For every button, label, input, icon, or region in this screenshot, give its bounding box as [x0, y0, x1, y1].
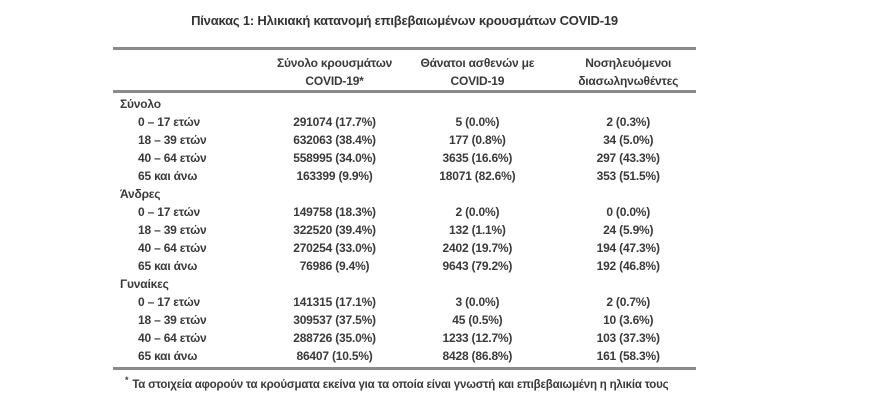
deaths-cell: 132 (1.1%) [449, 223, 506, 237]
intubated-cell: 161 (58.3%) [596, 349, 660, 363]
age-label-cell: 18 – 39 ετών [138, 223, 207, 237]
age-label-cell: 65 και άνω [138, 349, 198, 363]
cases-cell: 309537 (37.5%) [293, 313, 376, 327]
intubated-cell: 194 (47.3%) [596, 241, 660, 255]
cases-cell: 322520 (39.4%) [293, 223, 376, 237]
deaths-cell: 2 (0.0%) [455, 205, 500, 219]
header-deaths-line2: COVID-19 [450, 74, 505, 88]
cases-cell: 632063 (38.4%) [293, 133, 376, 147]
deaths-cell: 45 (0.5%) [452, 313, 503, 327]
deaths-cell: 3635 (16.6%) [442, 151, 513, 165]
table-row: 40 – 64 ετών 270254 (33.0%) 2402 (19.7%) 19… [113, 239, 696, 257]
table-row: 18 – 39 ετών 632063 (38.4%) 177 (0.8%) 34 (… [113, 131, 696, 149]
table-header-row: Σύνολο κρουσμάτων COVID-19* Θάνατοι ασθε… [113, 47, 696, 93]
age-label-cell: 65 και άνω [138, 169, 198, 183]
section-label: Άνδρες [120, 187, 161, 201]
header-empty-cell [113, 54, 259, 90]
header-intubated: Νοσηλευόμενοι διασωληνωθέντες [544, 54, 696, 90]
covid-age-distribution-table: Σύνολο κρουσμάτων COVID-19* Θάνατοι ασθε… [113, 47, 696, 370]
table-row: 40 – 64 ετών 558995 (34.0%) 3635 (16.6%) 29… [113, 149, 696, 167]
intubated-cell: 2 (0.3%) [606, 115, 651, 129]
deaths-cell: 3 (0.0%) [455, 295, 500, 309]
intubated-cell: 192 (46.8%) [596, 259, 660, 273]
table-row: 0 – 17 ετών 141315 (17.1%) 3 (0.0%) 2 (0.7%… [113, 293, 696, 311]
header-total-cases-line1: Σύνολο κρουσμάτων [276, 56, 393, 70]
age-label-cell: 0 – 17 ετών [138, 295, 201, 309]
deaths-cell: 9643 (79.2%) [442, 259, 513, 273]
table-row: 18 – 39 ετών 309537 (37.5%) 45 (0.5%) 10 (3… [113, 311, 696, 329]
header-total-cases: Σύνολο κρουσμάτων COVID-19* [259, 54, 411, 90]
table-row: 65 και άνω 86407 (10.5%) 8428 (86.8%) 161 (… [113, 347, 696, 365]
cases-cell: 558995 (34.0%) [293, 151, 376, 165]
deaths-cell: 8428 (86.8%) [442, 349, 513, 363]
age-label-cell: 0 – 17 ετών [138, 115, 201, 129]
cases-cell: 76986 (9.4%) [299, 259, 370, 273]
table-row: 0 – 17 ετών 149758 (18.3%) 2 (0.0%) 0 (0.0%… [113, 203, 696, 221]
deaths-cell: 177 (0.8%) [449, 133, 506, 147]
table-row: 65 και άνω 163399 (9.9%) 18071 (82.6%) 353 … [113, 167, 696, 185]
footnote: * Τα στοιχεία αφορούν τα κρούσματα εκείνα… [113, 375, 708, 391]
section-header-row: Άνδρες [113, 185, 696, 203]
intubated-cell: 34 (5.0%) [603, 133, 654, 147]
cases-cell: 291074 (17.7%) [293, 115, 376, 129]
footnote-text: Τα στοιχεία αφορούν τα κρούσματα εκείνα … [132, 378, 669, 391]
age-label-cell: 65 και άνω [138, 259, 198, 273]
deaths-cell: 2402 (19.7%) [442, 241, 513, 255]
section-label: Σύνολο [120, 97, 161, 111]
cases-cell: 288726 (35.0%) [293, 331, 376, 345]
deaths-cell: 18071 (82.6%) [439, 169, 516, 183]
deaths-cell: 5 (0.0%) [455, 115, 500, 129]
header-total-cases-line2: COVID-19* [305, 74, 364, 88]
table-body: Σύνολο 0 – 17 ετών 291074 (17.7%) 5 (0.0%) 2… [113, 93, 696, 370]
age-label-cell: 18 – 39 ετών [138, 133, 207, 147]
intubated-cell: 2 (0.7%) [606, 295, 651, 309]
footnote-asterisk: * [125, 375, 129, 385]
age-label-cell: 40 – 64 ετών [138, 241, 207, 255]
intubated-cell: 297 (43.3%) [596, 151, 660, 165]
age-label-cell: 0 – 17 ετών [138, 205, 201, 219]
cases-cell: 141315 (17.1%) [293, 295, 376, 309]
header-intubated-line2: διασωληνωθέντες [578, 74, 679, 88]
deaths-cell: 1233 (12.7%) [442, 331, 513, 345]
intubated-cell: 24 (5.9%) [603, 223, 654, 237]
intubated-cell: 103 (37.3%) [596, 331, 660, 345]
section-label: Γυναίκες [120, 277, 169, 291]
header-deaths-line1: Θάνατοι ασθενών με [420, 56, 535, 70]
age-label-cell: 40 – 64 ετών [138, 331, 207, 345]
age-label-cell: 18 – 39 ετών [138, 313, 207, 327]
table-row: 40 – 64 ετών 288726 (35.0%) 1233 (12.7%) 10… [113, 329, 696, 347]
table-title: Πίνακας 1: Ηλικιακή κατανομή επιβεβαιωμέ… [191, 13, 618, 28]
cases-cell: 270254 (33.0%) [293, 241, 376, 255]
section-header-row: Σύνολο [113, 95, 696, 113]
section-header-row: Γυναίκες [113, 275, 696, 293]
age-label-cell: 40 – 64 ετών [138, 151, 207, 165]
table-row: 65 και άνω 76986 (9.4%) 9643 (79.2%) 192 (4… [113, 257, 696, 275]
intubated-cell: 10 (3.6%) [603, 313, 654, 327]
table-row: 18 – 39 ετών 322520 (39.4%) 132 (1.1%) 24 (… [113, 221, 696, 239]
table-row: 0 – 17 ετών 291074 (17.7%) 5 (0.0%) 2 (0.3%… [113, 113, 696, 131]
intubated-cell: 353 (51.5%) [596, 169, 660, 183]
cases-cell: 163399 (9.9%) [296, 169, 373, 183]
intubated-cell: 0 (0.0%) [606, 205, 651, 219]
cases-cell: 86407 (10.5%) [296, 349, 373, 363]
header-deaths: Θάνατοι ασθενών με COVID-19 [410, 54, 544, 90]
cases-cell: 149758 (18.3%) [293, 205, 376, 219]
header-intubated-line1: Νοσηλευόμενοι [585, 56, 672, 70]
